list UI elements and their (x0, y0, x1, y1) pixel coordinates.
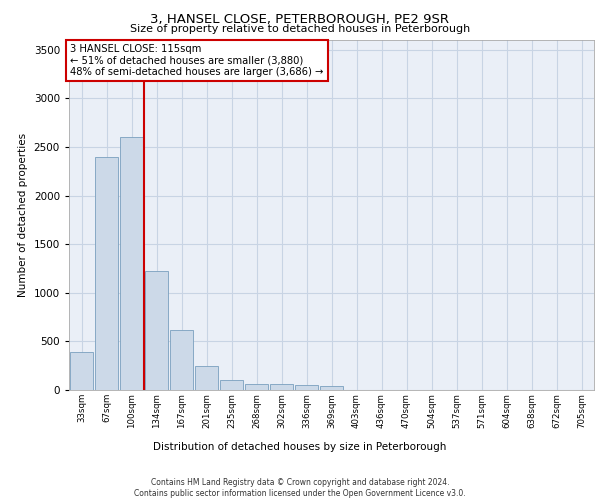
Bar (120, 137, 143, 390)
Bar (95, 156, 118, 390)
Text: 3 HANSEL CLOSE: 115sqm
← 51% of detached houses are smaller (3,880)
48% of semi-: 3 HANSEL CLOSE: 115sqm ← 51% of detached… (70, 44, 323, 77)
Bar (145, 272, 168, 390)
Bar (245, 384, 268, 390)
Text: Contains HM Land Registry data © Crown copyright and database right 2024.
Contai: Contains HM Land Registry data © Crown c… (134, 478, 466, 498)
Bar (270, 384, 293, 390)
Bar (295, 384, 318, 390)
Bar (220, 380, 243, 390)
Text: 3, HANSEL CLOSE, PETERBOROUGH, PE2 9SR: 3, HANSEL CLOSE, PETERBOROUGH, PE2 9SR (151, 12, 449, 26)
Text: Size of property relative to detached houses in Peterborough: Size of property relative to detached ho… (130, 24, 470, 34)
Bar (320, 386, 343, 390)
Bar (170, 330, 193, 390)
Bar (70, 352, 93, 390)
Y-axis label: Number of detached properties: Number of detached properties (18, 133, 28, 297)
Text: Distribution of detached houses by size in Peterborough: Distribution of detached houses by size … (154, 442, 446, 452)
Bar (195, 366, 218, 390)
